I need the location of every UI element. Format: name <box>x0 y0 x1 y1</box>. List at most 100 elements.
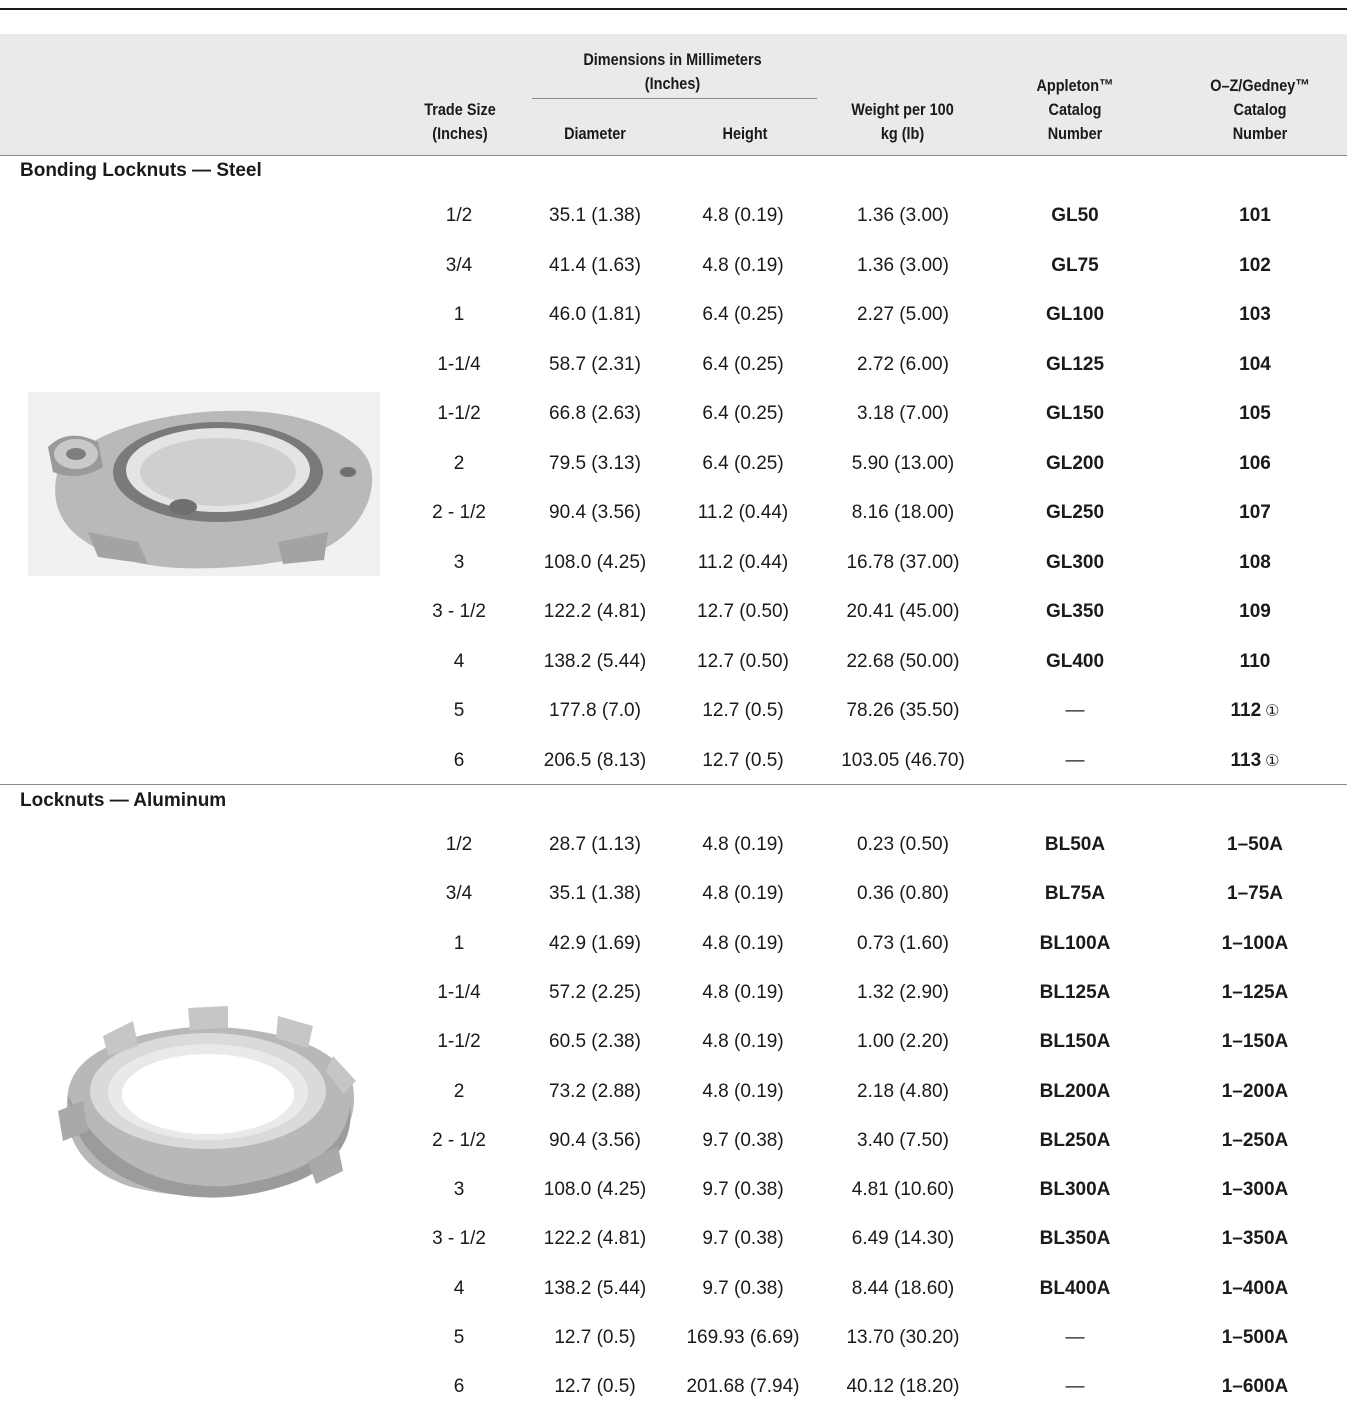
ozgedney-catalog-cell: 101 <box>1239 205 1271 226</box>
height-cell: 4.8 (0.19) <box>702 932 784 954</box>
trade-size-cell: 4 <box>453 1277 465 1299</box>
height-cell: 9.7 (0.38) <box>702 1277 784 1299</box>
weight-cell: 13.70 (30.20) <box>846 1327 960 1348</box>
appleton-catalog-cell: GL50 <box>1051 205 1099 226</box>
diameter-cell: 90.4 (3.56) <box>549 1129 641 1151</box>
table-row: 1 42.9 (1.69) 4.8 (0.19) 0.73 (1.60) BL100A 1… <box>0 929 1347 959</box>
appleton-catalog-cell: GL400 <box>1045 650 1105 672</box>
trade-size-cell: 2 - 1/2 <box>432 502 486 523</box>
ozgedney-catalog-cell: 108 <box>1239 551 1271 573</box>
weight-cell: 5.90 (13.00) <box>851 452 955 474</box>
diameter-cell: 90.4 (3.56) <box>549 502 641 523</box>
height-cell: 6.4 (0.25) <box>702 304 784 325</box>
trade-size-cell: 1/2 <box>445 834 473 855</box>
ozgedney-catalog-cell: 105 <box>1239 403 1271 424</box>
footnote-marker: ① <box>1265 703 1280 720</box>
weight-cell: 103.05 (46.70) <box>841 749 965 771</box>
appleton-catalog-cell: — <box>1065 1376 1085 1398</box>
appleton-catalog-cell: — <box>1065 700 1085 721</box>
diameter-cell: 108.0 (4.25) <box>543 1179 647 1201</box>
section-title-steel: Bonding Locknuts — Steel <box>20 160 262 181</box>
ozgedney-catalog-cell: 109 <box>1239 601 1271 622</box>
diameter-cell: 138.2 (5.44) <box>543 650 647 672</box>
table-row: 6 206.5 (8.13) 12.7 (0.5) 103.05 (46.70) — 11… <box>0 746 1347 776</box>
appleton-catalog-cell: GL150 <box>1045 403 1105 424</box>
weight-cell: 2.72 (6.00) <box>857 353 949 375</box>
trade-size-cell: 2 <box>453 1080 465 1102</box>
table-row: 3/4 35.1 (1.38) 4.8 (0.19) 0.36 (0.80) BL75A… <box>0 879 1347 909</box>
header-ozgedney: O–Z/Gedney™ Catalog Number <box>1210 76 1310 143</box>
table-row: 1/2 28.7 (1.13) 4.8 (0.19) 0.23 (0.50) BL50A… <box>0 830 1347 860</box>
table-row: 6 12.7 (0.5) 201.68 (7.94) 40.12 (18.20) — 1–… <box>0 1372 1347 1402</box>
trade-size-cell: 6 <box>453 1376 465 1398</box>
ozgedney-catalog-cell: 106 <box>1239 452 1271 474</box>
appleton-catalog-cell: GL100 <box>1045 304 1105 325</box>
ozgedney-catalog-cell: 1–200A <box>1221 1080 1289 1102</box>
diameter-cell: 206.5 (8.13) <box>543 749 647 771</box>
height-cell: 169.93 (6.69) <box>686 1327 800 1348</box>
trade-size-cell: 2 - 1/2 <box>432 1129 486 1151</box>
table-row: 2 - 1/2 90.4 (3.56) 9.7 (0.38) 3.40 (7.50) B… <box>0 1126 1347 1156</box>
ozgedney-catalog-cell: 103 <box>1239 304 1271 325</box>
trade-size-cell: 1 <box>453 932 465 954</box>
diameter-cell: 35.1 (1.38) <box>549 205 641 226</box>
table-row: 4 138.2 (5.44) 9.7 (0.38) 8.44 (18.60) BL400… <box>0 1274 1347 1304</box>
appleton-catalog-cell: GL75 <box>1051 254 1099 276</box>
catalog-code: 113 <box>1230 749 1262 771</box>
ozgedney-catalog-cell: 1–50A <box>1227 834 1283 855</box>
appleton-catalog-cell: BL150A <box>1039 1031 1111 1053</box>
ozgedney-catalog-cell: 1–300A <box>1221 1179 1289 1201</box>
weight-cell: 1.00 (2.20) <box>857 1031 949 1053</box>
weight-cell: 3.40 (7.50) <box>857 1129 949 1151</box>
appleton-catalog-cell: GL250 <box>1045 502 1105 523</box>
trade-size-cell: 1-1/4 <box>437 981 481 1003</box>
header-diameter: Diameter <box>564 124 626 143</box>
diameter-cell: 177.8 (7.0) <box>549 700 641 721</box>
diameter-cell: 35.1 (1.38) <box>549 883 641 905</box>
trade-size-cell: 3 <box>453 1179 465 1201</box>
weight-cell: 78.26 (35.50) <box>846 700 960 721</box>
trade-size-cell: 3 - 1/2 <box>432 1228 486 1250</box>
trade-size-cell: 1-1/4 <box>437 353 481 375</box>
height-cell: 9.7 (0.38) <box>702 1129 784 1151</box>
ozgedney-catalog-cell: 102 <box>1239 254 1271 276</box>
table-row: 3 108.0 (4.25) 11.2 (0.44) 16.78 (37.00) GL3… <box>0 548 1347 578</box>
diameter-cell: 122.2 (4.81) <box>543 1228 647 1250</box>
diameter-cell: 46.0 (1.81) <box>549 304 641 325</box>
appleton-catalog-cell: BL50A <box>1044 834 1106 855</box>
appleton-catalog-cell: GL125 <box>1045 353 1105 375</box>
table-row: 3 - 1/2 122.2 (4.81) 12.7 (0.50) 20.41 (45.… <box>0 597 1347 627</box>
weight-cell: 22.68 (50.00) <box>846 650 960 672</box>
table-header: Dimensions in Millimeters (Inches) Trade… <box>0 34 1347 156</box>
height-cell: 6.4 (0.25) <box>702 452 784 474</box>
weight-cell: 0.23 (0.50) <box>857 834 949 855</box>
height-cell: 11.2 (0.44) <box>697 502 789 523</box>
weight-cell: 6.49 (14.30) <box>851 1228 955 1250</box>
appleton-catalog-cell: BL125A <box>1039 981 1111 1003</box>
trade-size-cell: 6 <box>453 749 465 771</box>
table-row: 5 12.7 (0.5) 169.93 (6.69) 13.70 (30.20) — 1–… <box>0 1323 1347 1353</box>
height-cell: 12.7 (0.50) <box>697 650 789 672</box>
weight-cell: 1.32 (2.90) <box>857 981 949 1003</box>
weight-cell: 16.78 (37.00) <box>846 551 960 573</box>
ozgedney-catalog-cell: 1–75A <box>1227 883 1283 905</box>
diameter-cell: 12.7 (0.5) <box>554 1327 636 1348</box>
height-cell: 4.8 (0.19) <box>702 981 784 1003</box>
table-row: 1-1/4 57.2 (2.25) 4.8 (0.19) 1.32 (2.90) BL1… <box>0 978 1347 1008</box>
header-trade-size: Trade Size (Inches) <box>424 100 496 143</box>
header-height: Height <box>722 124 768 143</box>
table-row: 1/2 35.1 (1.38) 4.8 (0.19) 1.36 (3.00) GL50 1… <box>0 201 1347 231</box>
diameter-cell: 122.2 (4.81) <box>543 601 647 622</box>
trade-size-cell: 5 <box>453 700 465 721</box>
ozgedney-catalog-cell: 1–150A <box>1221 1031 1289 1053</box>
trade-size-cell: 4 <box>453 650 465 672</box>
appleton-catalog-cell: BL100A <box>1039 932 1111 954</box>
trade-size-cell: 1-1/2 <box>437 1031 481 1053</box>
table-row: 5 177.8 (7.0) 12.7 (0.5) 78.26 (35.50) — 112 ① <box>0 696 1347 726</box>
height-cell: 4.8 (0.19) <box>702 205 784 226</box>
weight-cell: 40.12 (18.20) <box>846 1376 960 1398</box>
weight-cell: 0.73 (1.60) <box>857 932 949 954</box>
weight-cell: 2.27 (5.00) <box>857 304 949 325</box>
table-row: 3 108.0 (4.25) 9.7 (0.38) 4.81 (10.60) BL300… <box>0 1175 1347 1205</box>
catalog-code: 112 <box>1230 700 1262 721</box>
